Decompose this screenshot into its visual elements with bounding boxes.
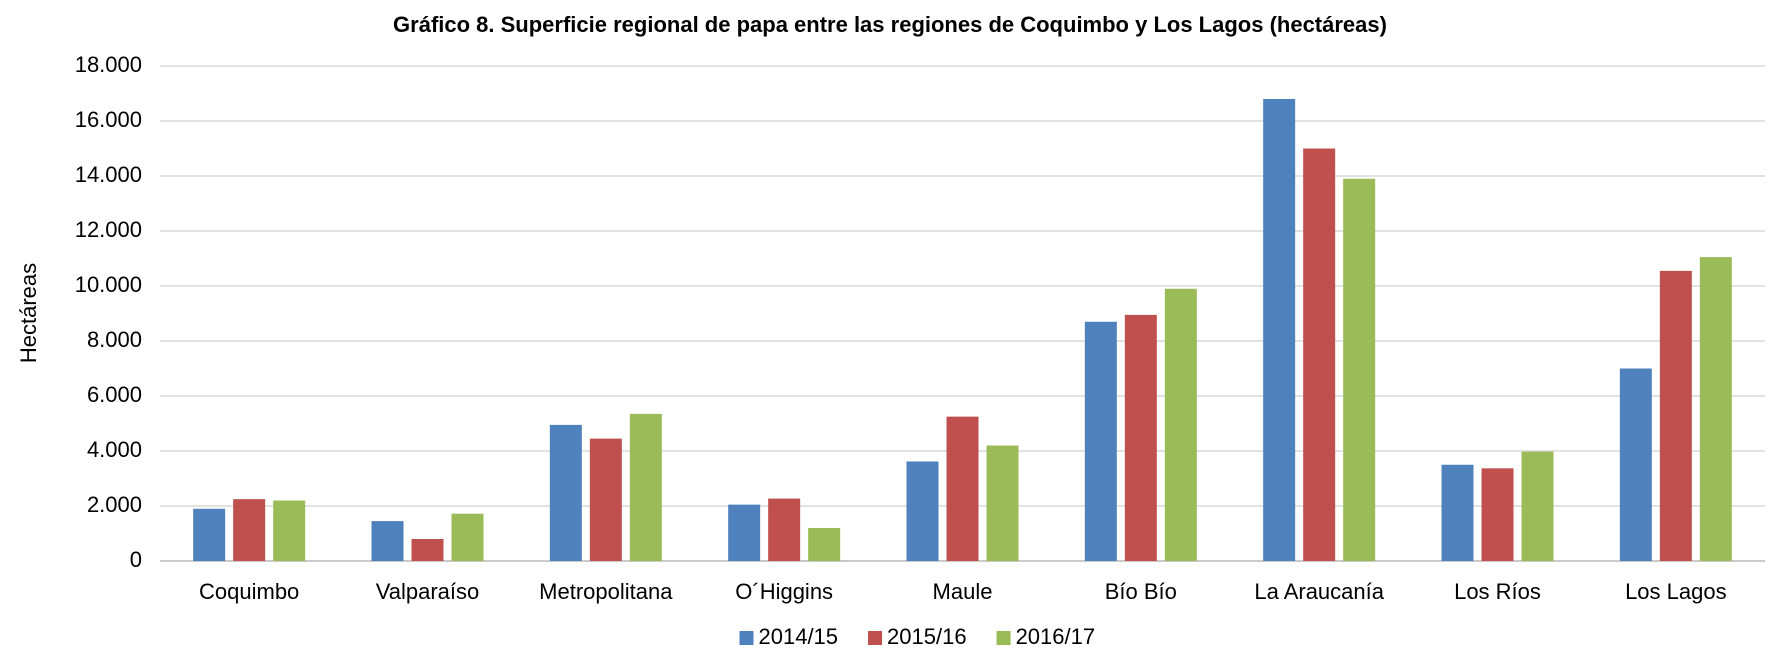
x-tick-label: Maule [933,579,993,604]
bar [768,498,801,561]
bar [1521,451,1554,561]
bar [1481,468,1514,561]
bar [193,508,226,561]
bar [629,413,662,561]
x-tick-label: Los Lagos [1625,579,1727,604]
chart-title: Gráfico 8. Superficie regional de papa e… [393,12,1387,37]
x-tick-label: Valparaíso [376,579,480,604]
x-tick-label: Coquimbo [199,579,299,604]
bar [1441,464,1474,561]
legend-label: 2016/17 [1016,624,1096,649]
y-tick-label: 4.000 [87,437,142,462]
y-tick-label: 18.000 [75,52,142,77]
x-tick-label: La Araucanía [1254,579,1384,604]
bar [589,438,622,561]
y-tick-label: 16.000 [75,107,142,132]
y-tick-label: 12.000 [75,217,142,242]
bar [986,445,1019,561]
y-tick-label: 8.000 [87,327,142,352]
bar [1084,321,1117,561]
x-tick-label: O´Higgins [735,579,833,604]
legend-swatch [996,631,1011,645]
legend-label: 2015/16 [887,624,967,649]
legend-swatch [868,631,883,645]
bar [1659,270,1692,561]
bar [1124,314,1157,561]
bar [1303,148,1336,561]
y-tick-label: 2.000 [87,492,142,517]
bar [906,461,939,561]
bar [728,504,761,561]
bar [411,539,444,561]
y-axis-title: Hectáreas [16,263,41,363]
bar [1343,178,1376,561]
bar [946,416,979,561]
bar [371,521,404,561]
legend-label: 2014/15 [759,624,839,649]
y-tick-label: 10.000 [75,272,142,297]
x-tick-label: Los Ríos [1454,579,1541,604]
y-tick-label: 6.000 [87,382,142,407]
bar [233,499,266,561]
y-tick-label: 14.000 [75,162,142,187]
bar [1699,257,1732,561]
bar [451,513,484,561]
bar [1263,99,1296,561]
x-tick-label: Metropolitana [539,579,673,604]
bar [273,500,306,561]
bar [808,528,841,561]
bar [549,424,582,561]
bar [1619,368,1652,561]
x-tick-label: Bío Bío [1105,579,1177,604]
bar [1164,288,1197,561]
legend-swatch [739,631,754,645]
y-tick-label: 0 [130,547,142,572]
